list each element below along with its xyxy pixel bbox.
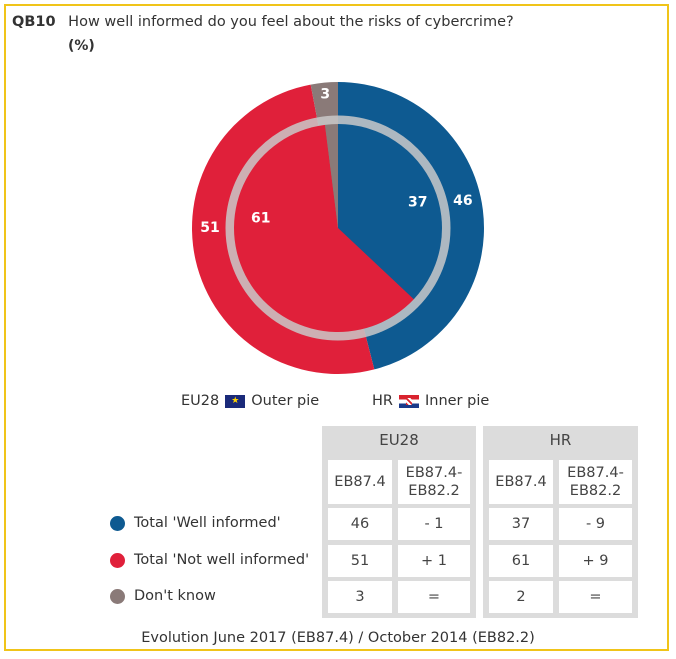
table-cell-r1-c0: 51 [328, 545, 392, 577]
table-cell-r0-c3: - 9 [559, 508, 632, 540]
row-label-1: Total 'Not well informed' [110, 552, 309, 568]
legend-eu-text: Outer pie [251, 393, 320, 409]
question-code: QB10 [12, 14, 56, 30]
legend-hr-code: HR [372, 393, 393, 409]
inner-slice-0 [338, 124, 443, 300]
question-title: QB10 How well informed do you feel about… [12, 14, 514, 30]
row-label-0: Total 'Well informed' [110, 515, 281, 531]
legend-dot-icon [110, 588, 125, 604]
table-cell-r0-c0: 46 [328, 508, 392, 540]
legend-eu: EU28 ★ Outer pie [181, 393, 319, 409]
legend-hr-text: Inner pie [424, 393, 490, 409]
outer-label-well-informed: 46 [453, 193, 472, 209]
group-header-hr: HR [549, 431, 572, 449]
footer-note: Evolution June 2017 (EB87.4) / October 2… [141, 630, 535, 646]
croatia-flag-icon [398, 394, 419, 408]
group-header-eu: EU28 [379, 431, 419, 449]
table-cell-r2-c3: = [559, 581, 632, 613]
ring-separator [225, 115, 451, 341]
row-label-2: Don't know [110, 588, 216, 604]
outer-label-not-well-informed: 51 [200, 220, 219, 236]
inner-slice-1 [234, 124, 414, 332]
legend-dot-icon [110, 552, 125, 568]
outer-label-dont-know: 3 [320, 87, 330, 103]
inner-label-not-well-informed: 61 [251, 210, 270, 226]
legend-eu-code: EU28 [181, 393, 220, 409]
table-cell-r1-c1: + 1 [398, 545, 470, 577]
table-cell-r0-c2: 37 [489, 508, 553, 540]
table-cell-r1-c3: + 9 [559, 545, 632, 577]
question-text: How well informed do you feel about the … [68, 14, 514, 30]
subheader-2: EB87.4 [489, 460, 553, 504]
table-cell-r0-c1: - 1 [398, 508, 470, 540]
row-label-text: Don't know [134, 588, 216, 604]
legend-dot-icon [110, 515, 125, 531]
chart-frame [4, 4, 669, 651]
inner-label-well-informed: 37 [408, 195, 427, 211]
subheader-0: EB87.4 [328, 460, 392, 504]
table-cell-r2-c2: 2 [489, 581, 553, 613]
table-cell-r2-c1: = [398, 581, 470, 613]
table-cell-r2-c0: 3 [328, 581, 392, 613]
legend-hr: HR Inner pie [372, 393, 489, 409]
table-cell-r1-c2: 61 [489, 545, 553, 577]
inner-slice-2 [324, 124, 338, 228]
row-label-text: Total 'Well informed' [134, 515, 281, 531]
subheader-3: EB87.4- EB82.2 [559, 460, 632, 504]
eu-flag-icon: ★ [225, 394, 246, 408]
subheader-1: EB87.4- EB82.2 [398, 460, 470, 504]
unit-label: (%) [68, 38, 95, 54]
nested-pie-chart: 46 51 3 37 61 [191, 82, 484, 375]
row-label-text: Total 'Not well informed' [134, 552, 310, 568]
